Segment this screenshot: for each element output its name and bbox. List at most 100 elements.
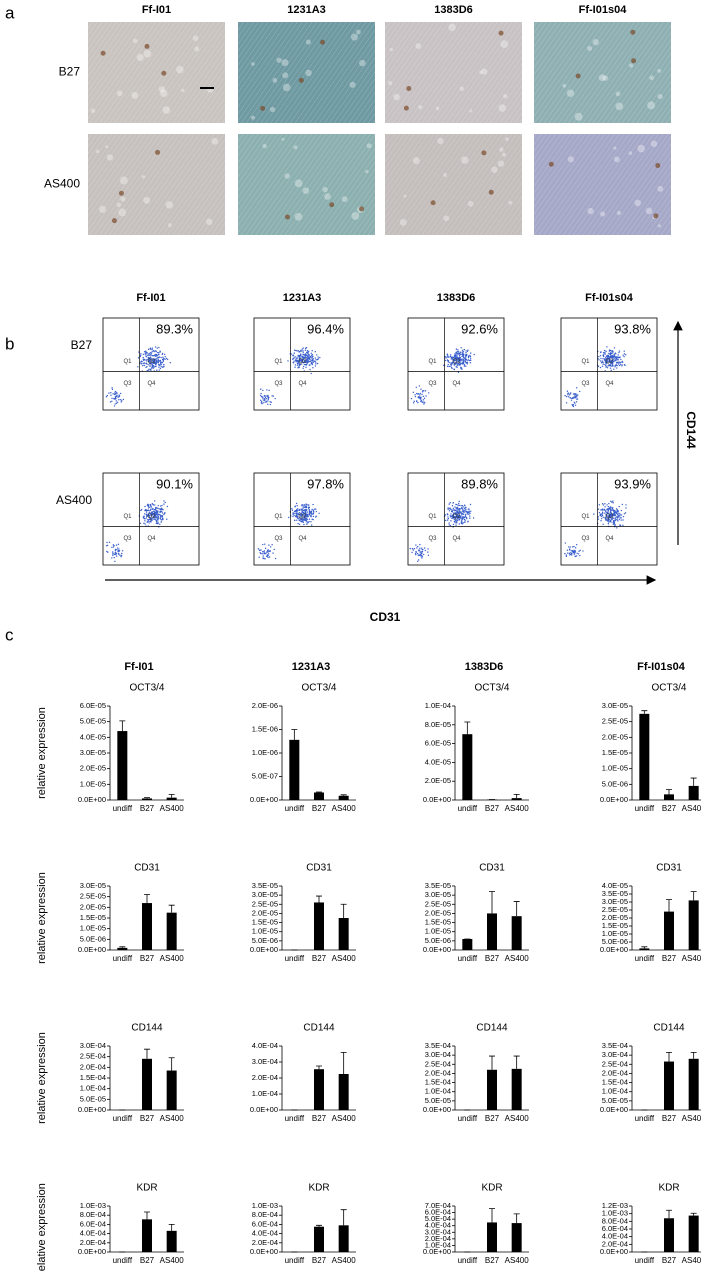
- x-tick-label: undiff: [458, 1114, 478, 1123]
- event-dot: [461, 349, 464, 352]
- dark-spot: [144, 43, 150, 49]
- chart-title: KDR: [481, 1183, 502, 1194]
- cell-spot: [366, 143, 372, 149]
- event-dot: [609, 367, 612, 369]
- event-dot: [115, 544, 118, 546]
- event-dot: [423, 403, 425, 405]
- event-dot: [463, 365, 466, 367]
- y-tick-label: 5.0E-04: [425, 1214, 451, 1223]
- event-dot: [302, 515, 305, 517]
- y-tick-label: 2.5E-05: [602, 905, 628, 914]
- event-dot: [312, 510, 315, 512]
- error-bar: [144, 1048, 150, 1059]
- event-dot: [302, 347, 305, 349]
- event-dot: [459, 515, 461, 517]
- event-dot: [148, 504, 150, 506]
- event-dot: [614, 511, 617, 513]
- error-bar: [666, 789, 672, 795]
- event-dot: [455, 348, 458, 350]
- event-dot: [568, 546, 570, 548]
- event-dot: [453, 518, 456, 521]
- event-dot: [304, 349, 307, 351]
- event-dot: [564, 394, 566, 397]
- event-dot: [297, 349, 299, 352]
- event-dot: [105, 396, 108, 398]
- x-tick-label: AS400: [505, 1114, 530, 1123]
- cell-spot: [412, 157, 420, 165]
- event-dot: [163, 500, 165, 502]
- event-dot: [157, 513, 159, 516]
- event-dot: [617, 354, 619, 356]
- error-bar: [690, 1212, 697, 1216]
- event-dot: [296, 515, 299, 517]
- event-dot: [458, 504, 461, 507]
- error-bar: [168, 1224, 175, 1231]
- y-tick-label: 1.2E-03: [602, 1201, 628, 1210]
- cell-spot: [613, 156, 620, 163]
- event-dot: [311, 353, 314, 356]
- event-dot: [464, 509, 466, 511]
- event-dot: [120, 554, 123, 557]
- event-dot: [302, 518, 305, 520]
- y-tick-label: 3.5E-05: [425, 881, 451, 890]
- event-dot: [145, 511, 148, 513]
- event-dot: [450, 516, 452, 518]
- event-dot: [150, 354, 152, 356]
- event-dot: [608, 352, 610, 355]
- event-dot: [421, 548, 423, 551]
- event-dot: [260, 392, 262, 395]
- event-dot: [458, 500, 460, 503]
- y-tick-label: 8.0E-04: [80, 1210, 106, 1219]
- event-dot: [113, 556, 115, 559]
- event-dot: [611, 354, 614, 357]
- y-tick-label: 2.0E-05: [602, 732, 628, 741]
- event-dot: [453, 360, 455, 362]
- event-dot: [613, 354, 615, 356]
- cell-spot: [587, 45, 593, 51]
- event-dot: [298, 363, 301, 365]
- y-tick-label: 6.0E-05: [425, 739, 451, 748]
- event-dot: [619, 513, 621, 515]
- event-dot: [427, 551, 429, 553]
- y-tick-label: 2.0E-06: [252, 701, 278, 710]
- cell-spot: [435, 106, 440, 111]
- event-dot: [268, 544, 270, 546]
- y-tick-label: 2.0E-05: [602, 913, 628, 922]
- event-dot: [611, 362, 614, 365]
- event-dot: [418, 549, 421, 551]
- event-dot: [598, 355, 600, 358]
- event-dot: [619, 524, 621, 526]
- plot-frame: [407, 317, 505, 411]
- event-dot: [305, 508, 308, 511]
- x-tick-label: B27: [140, 804, 155, 813]
- event-dot: [310, 362, 313, 365]
- cell-spot: [657, 94, 663, 100]
- event-dot: [154, 361, 156, 363]
- event-dot: [418, 554, 421, 556]
- event-dot: [142, 359, 145, 362]
- quadrant-label: Q4: [298, 381, 307, 387]
- event-dot: [157, 361, 160, 364]
- event-dot: [604, 363, 606, 366]
- event-dot: [114, 553, 117, 556]
- bar: [688, 900, 699, 950]
- error-bar: [340, 794, 347, 796]
- event-dot: [304, 517, 306, 519]
- event-dot: [599, 513, 602, 516]
- y-tick-label: 2.0E-05: [425, 776, 451, 785]
- event-dot: [314, 360, 316, 362]
- bar: [338, 1225, 349, 1252]
- event-dot: [464, 356, 467, 358]
- cell-spot: [211, 137, 219, 145]
- event-dot: [303, 356, 305, 358]
- event-dot: [164, 358, 166, 360]
- event-dot: [267, 550, 269, 552]
- event-dot: [601, 514, 604, 517]
- cell-spot: [136, 53, 144, 62]
- event-dot: [444, 514, 447, 516]
- event-dot: [144, 520, 146, 522]
- y-tick-label: 3.0E-04: [252, 1057, 278, 1066]
- event-dot: [458, 517, 460, 520]
- event-dot: [609, 360, 611, 362]
- event-dot: [297, 366, 300, 368]
